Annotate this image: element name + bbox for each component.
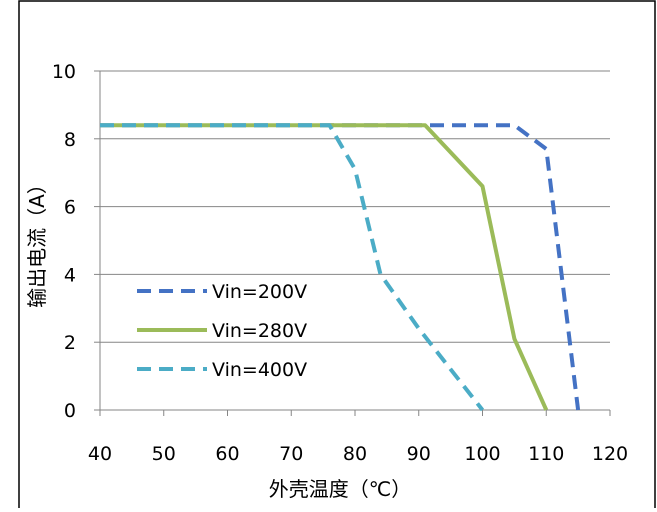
axes <box>94 70 611 416</box>
legend: Vin=200V Vin=280V Vin=400V <box>137 281 307 381</box>
x-tick-label-70: 70 <box>279 443 303 465</box>
x-tick-label-60: 60 <box>215 443 239 465</box>
y-tick-label-0: 0 <box>64 400 76 422</box>
x-tick-label-50: 50 <box>152 443 176 465</box>
legend-label-1: Vin=200V <box>212 281 307 303</box>
x-tick-label-120: 120 <box>592 443 628 465</box>
y-tick-label-2: 2 <box>64 332 76 354</box>
series-lines <box>100 123 581 412</box>
series-line-3 <box>100 123 485 412</box>
x-axis-title: 外壳温度（℃） <box>269 477 411 501</box>
x-tick-label-40: 40 <box>88 443 112 465</box>
x-tick-label-110: 110 <box>528 443 564 465</box>
y-tick-label-4: 4 <box>64 264 76 286</box>
series-line-2 <box>100 123 549 411</box>
x-tick-label-100: 100 <box>464 443 500 465</box>
tick-labels: 0 2 4 6 8 10 40 50 60 70 80 90 100 110 120 <box>52 61 628 465</box>
y-tick-label-8: 8 <box>64 129 76 151</box>
y-tick-label-6: 6 <box>64 197 76 219</box>
y-axis-title: 输出电流（A） <box>25 174 49 308</box>
x-tick-label-80: 80 <box>343 443 367 465</box>
legend-label-2: Vin=280V <box>212 320 307 342</box>
grid-lines <box>100 70 610 343</box>
y-tick-label-10: 10 <box>52 61 76 83</box>
x-tick-label-90: 90 <box>407 443 431 465</box>
legend-label-3: Vin=400V <box>212 359 307 381</box>
chart-border <box>18 0 656 512</box>
